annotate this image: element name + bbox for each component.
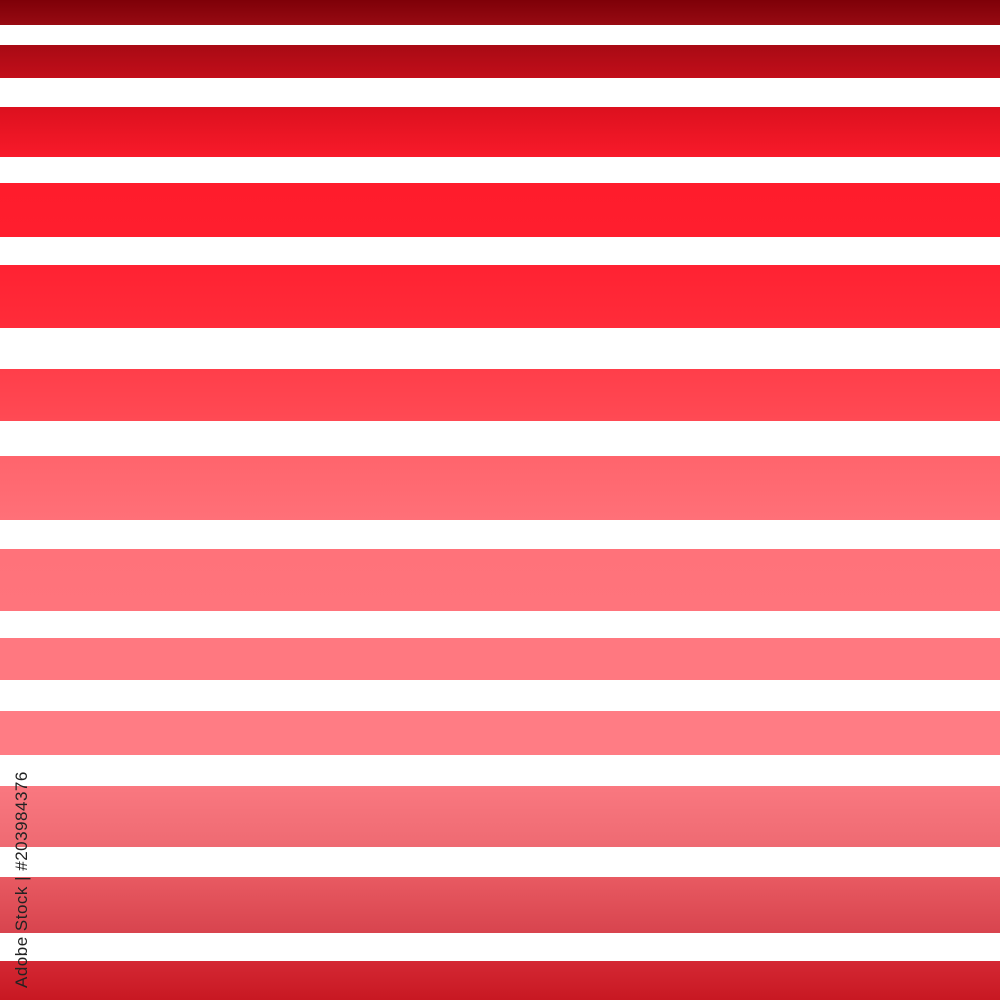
- stock-credit: Adobe Stock | #203984376: [12, 771, 31, 988]
- red-stripe: [0, 369, 1000, 421]
- red-stripe: [0, 786, 1000, 847]
- red-stripe: [0, 711, 1000, 755]
- red-stripe: [0, 183, 1000, 237]
- red-stripe: [0, 107, 1000, 157]
- red-stripe: [0, 265, 1000, 328]
- red-stripe: [0, 549, 1000, 611]
- red-stripe: [0, 0, 1000, 25]
- red-stripe: [0, 45, 1000, 78]
- red-stripe: [0, 638, 1000, 680]
- red-stripe: [0, 961, 1000, 1000]
- red-stripe: [0, 456, 1000, 520]
- red-stripe: [0, 877, 1000, 933]
